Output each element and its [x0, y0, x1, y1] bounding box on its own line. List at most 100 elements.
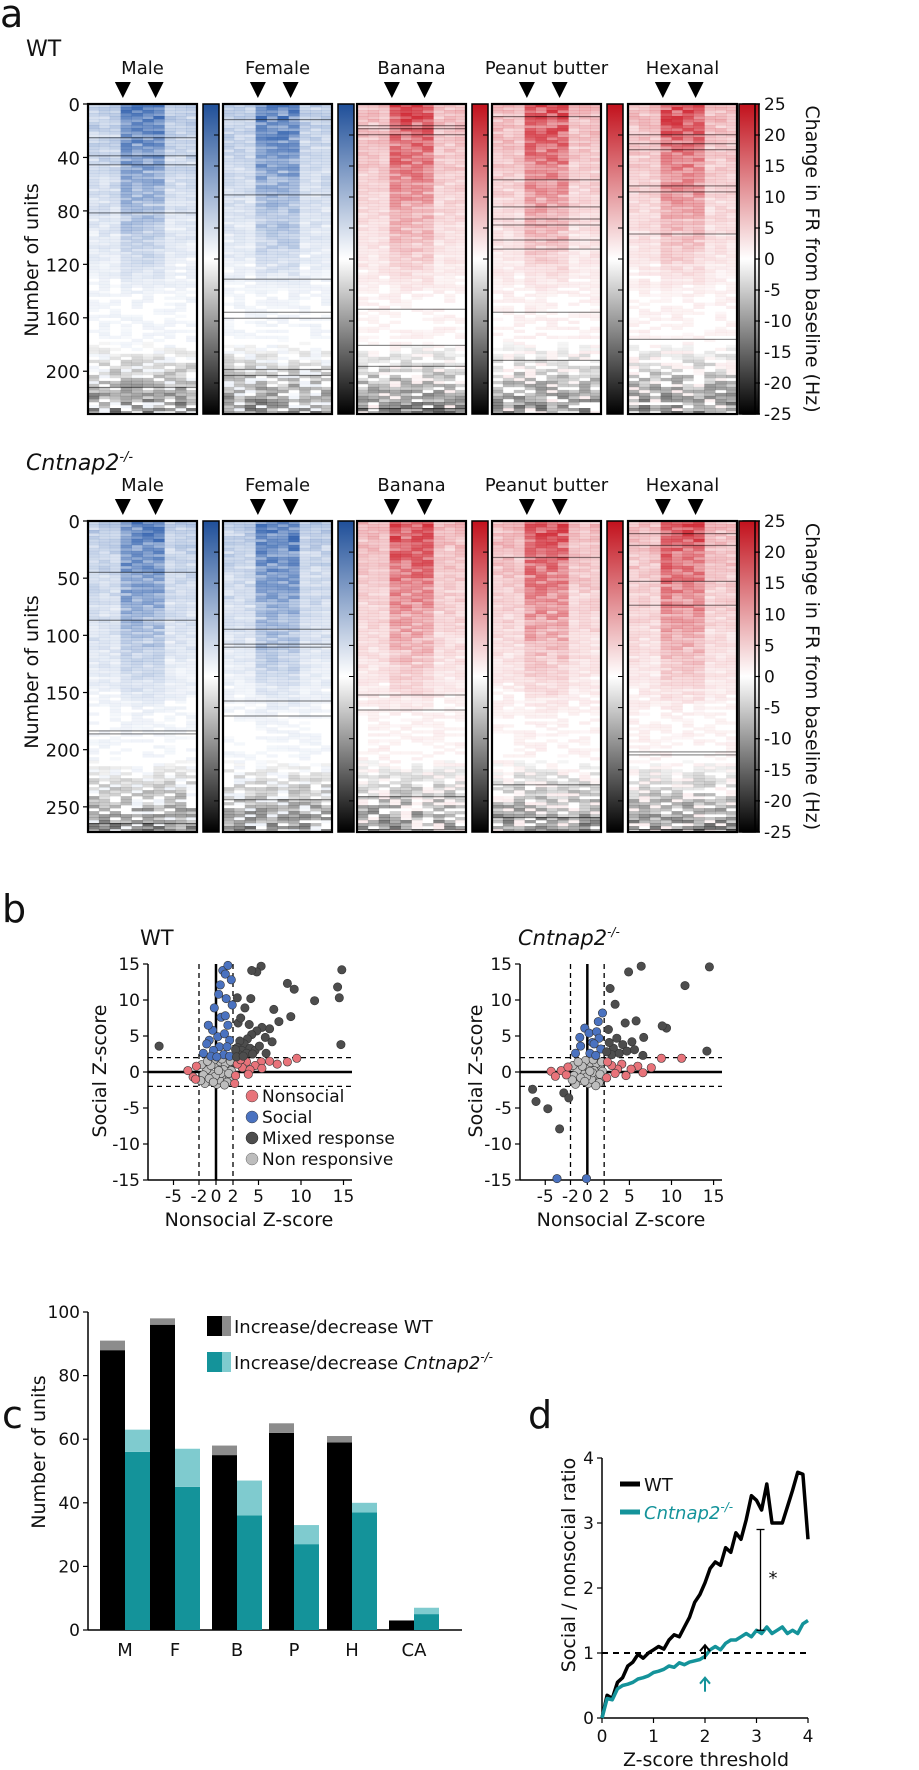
heatmap-cell — [546, 408, 558, 412]
heatmap-cell — [255, 248, 267, 252]
heatmap-cell — [411, 308, 423, 312]
heatmap-cell — [299, 116, 311, 120]
heatmap-cell — [693, 125, 705, 129]
heatmap-cell — [120, 550, 132, 555]
heatmap-cell — [299, 143, 311, 147]
heatmap-cell — [357, 326, 369, 330]
heatmap-cell — [628, 395, 640, 400]
heatmap-cell — [682, 200, 694, 204]
heatmap-cell — [433, 254, 445, 258]
heatmap-cell — [186, 350, 198, 355]
heatmap-cell — [590, 206, 602, 210]
heatmap-cell — [88, 305, 100, 309]
heatmap-cell — [411, 155, 423, 159]
heatmap-cell — [88, 200, 100, 204]
heatmap-cell — [557, 242, 569, 246]
heatmap-cell — [120, 556, 132, 561]
heatmap-cell — [671, 125, 683, 129]
heatmap-cell — [411, 194, 423, 198]
heatmap-cell — [255, 389, 267, 394]
heatmap-cell — [693, 284, 705, 288]
heatmap-cell — [389, 152, 401, 156]
heatmap-cell — [422, 275, 434, 279]
heatmap-cell — [535, 405, 547, 409]
heatmap-cell — [288, 161, 300, 165]
heatmap-cell — [726, 188, 738, 192]
heatmap-cell — [649, 350, 661, 355]
heatmap-cell — [131, 619, 143, 623]
heatmap-cell — [682, 272, 694, 276]
heatmap-cell — [98, 332, 111, 336]
heatmap-cell — [682, 122, 694, 126]
heatmap-cell — [88, 580, 100, 585]
heatmap-cell — [266, 155, 278, 159]
heatmap-cell — [455, 149, 467, 153]
heatmap-cell — [153, 402, 165, 406]
heatmap-cell — [535, 218, 547, 222]
heatmap-cell — [164, 158, 176, 162]
heatmap-cell — [682, 206, 694, 210]
heatmap-cell — [131, 521, 143, 525]
heatmap-cell — [88, 399, 100, 403]
heatmap-cell — [277, 227, 289, 231]
heatmap-cell — [142, 631, 154, 635]
heatmap-cell — [321, 194, 333, 198]
heatmap-cell — [186, 565, 198, 570]
heatmap-cell — [378, 383, 390, 388]
heatmap-cell — [693, 248, 705, 252]
heatmap-cell — [590, 182, 602, 186]
heatmap-cell — [378, 197, 390, 201]
heatmap-cell — [513, 299, 525, 303]
heatmap-cell — [142, 359, 154, 364]
heatmap-cell — [524, 257, 536, 261]
heatmap-cell — [546, 173, 558, 177]
heatmap-cell — [546, 167, 558, 171]
heatmap-cell — [502, 191, 515, 195]
heatmap-cell — [98, 577, 111, 582]
heatmap-cell — [546, 134, 558, 138]
heatmap-cell — [299, 305, 311, 309]
heatmap-cell — [223, 242, 235, 246]
heatmap-cell — [357, 209, 369, 213]
heatmap-cell — [288, 365, 300, 370]
heatmap-cell — [715, 188, 727, 192]
heatmap-cell — [153, 275, 165, 279]
heatmap-cell — [671, 107, 683, 111]
heatmap-cell — [568, 158, 580, 162]
heatmap-cell — [88, 155, 100, 159]
heatmap-cell — [671, 305, 683, 309]
heatmap-cell — [175, 568, 187, 573]
heatmap-cell — [502, 152, 515, 156]
heatmap-cell — [186, 536, 198, 540]
heatmap-cell — [671, 275, 683, 279]
heatmap-cell — [98, 176, 111, 180]
heatmap-cell — [513, 314, 525, 318]
heatmap-cell — [682, 408, 694, 412]
heatmap-cell — [175, 239, 187, 243]
heatmap-cell — [524, 137, 536, 141]
heatmap-cell — [590, 263, 602, 267]
heatmap-cell — [131, 230, 143, 234]
stimulus-label: Male — [121, 475, 164, 496]
heatmap-cell — [378, 179, 390, 183]
heatmap-cell — [310, 371, 322, 376]
heatmap-cell — [546, 257, 558, 261]
heatmap-cell — [288, 248, 300, 252]
heatmap-cell — [704, 411, 716, 415]
heatmap-cell — [98, 359, 111, 364]
heatmap-cell — [153, 182, 165, 186]
heatmap-cell — [175, 583, 187, 588]
heatmap-cell — [400, 200, 412, 204]
heatmap-cell — [277, 152, 289, 156]
heatmap-cell — [153, 368, 165, 373]
heatmap-cell — [649, 380, 661, 385]
heatmap-cell — [175, 380, 187, 385]
heatmap-cell — [455, 179, 467, 183]
heatmap-cell — [223, 350, 235, 355]
colorbar-tick-label: -15 — [764, 343, 792, 363]
heatmap-cell — [310, 266, 322, 270]
heatmap-cell — [546, 191, 558, 195]
heatmap-cell — [255, 239, 267, 243]
heatmap-cell — [660, 245, 672, 249]
heatmap-cell — [444, 221, 456, 225]
